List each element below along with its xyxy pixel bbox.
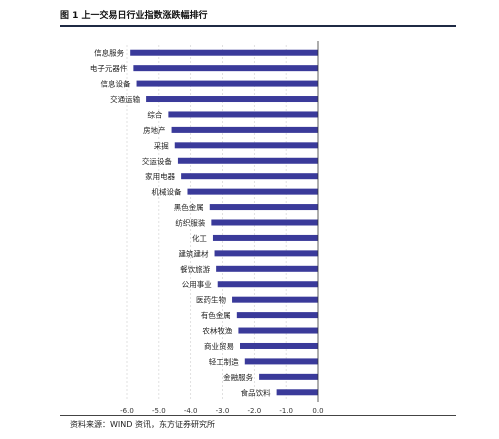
bar — [174, 142, 318, 149]
title-rule — [60, 25, 456, 27]
category-label: 交通运输 — [110, 94, 140, 104]
category-labels: 信息服务电子元器件信息设备交通运输综合房地产采掘交运设备家用电器机械设备黑色金属… — [90, 48, 271, 398]
bar — [244, 358, 318, 365]
category-label: 公用事业 — [182, 279, 212, 289]
bar — [276, 389, 318, 396]
x-tick-label: -1.0 — [279, 407, 293, 415]
x-tick-label: -2.0 — [247, 407, 261, 415]
category-label: 信息服务 — [94, 48, 124, 58]
bar — [146, 96, 318, 103]
category-label: 餐饮旅游 — [180, 264, 210, 274]
bar — [259, 373, 318, 380]
category-label: 家用电器 — [145, 171, 175, 181]
x-tick-labels: -6.0 -5.0 -4.0 -3.0 -2.0 -1.0 0.0 — [120, 407, 323, 415]
bar — [236, 312, 318, 319]
bar — [168, 111, 318, 118]
category-label: 食品饮料 — [241, 387, 271, 397]
category-label: 有色金属 — [201, 310, 231, 320]
bar — [187, 188, 318, 195]
bar — [217, 281, 318, 288]
category-label: 黑色金属 — [174, 202, 204, 212]
category-label: 机械设备 — [151, 187, 181, 197]
x-tick-label: 0.0 — [312, 407, 323, 415]
category-label: 房地产 — [143, 125, 166, 135]
source-rule — [60, 415, 456, 416]
bar — [214, 250, 318, 257]
bar — [133, 65, 318, 72]
bar — [181, 173, 318, 180]
bar — [209, 204, 318, 211]
category-label: 农林牧渔 — [202, 326, 232, 336]
bar — [211, 219, 318, 226]
category-label: 交运设备 — [142, 156, 172, 166]
category-label: 信息设备 — [101, 79, 131, 89]
x-tick-label: -3.0 — [216, 407, 230, 415]
bar — [130, 49, 318, 56]
x-tick-label: -5.0 — [152, 407, 166, 415]
bar — [171, 126, 318, 133]
bar — [216, 265, 318, 272]
bars — [130, 49, 318, 396]
x-tick-label: -4.0 — [184, 407, 198, 415]
bar — [177, 157, 318, 164]
category-label: 建筑建材 — [179, 248, 209, 258]
category-label: 金融服务 — [223, 372, 253, 382]
x-tick-label: -6.0 — [120, 407, 134, 415]
bar — [212, 234, 318, 241]
category-label: 化工 — [192, 233, 207, 243]
source-note: 资料来源：WIND 资讯，东方证券研究所 — [70, 420, 215, 429]
category-label: 商业贸易 — [204, 341, 234, 351]
figure-title: 图 1 上一交易日行业指数涨跌幅排行 — [60, 11, 208, 21]
category-label: 医药生物 — [196, 295, 226, 305]
bar — [232, 296, 318, 303]
bar — [136, 80, 318, 87]
category-label: 纺织服装 — [175, 218, 205, 228]
category-label: 电子元器件 — [90, 63, 128, 73]
category-label: 采掘 — [154, 140, 169, 150]
category-label: 综合 — [147, 109, 162, 119]
bar — [240, 342, 318, 349]
bar — [238, 327, 318, 334]
category-label: 轻工制造 — [209, 356, 239, 366]
